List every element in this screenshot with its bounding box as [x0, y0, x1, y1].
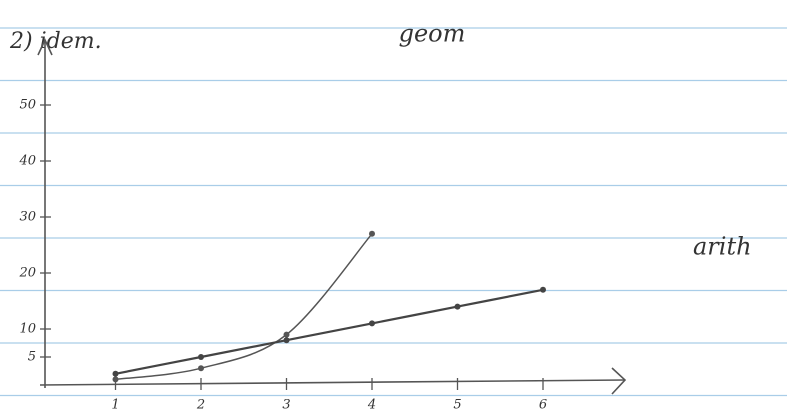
x-tick-label: 5 — [453, 398, 461, 413]
data-point — [198, 365, 204, 371]
series-label: geom — [399, 20, 466, 48]
data-point — [455, 304, 461, 310]
y-tick-label: 5 — [28, 350, 36, 365]
data-point — [113, 376, 119, 382]
series-line — [116, 234, 373, 380]
chart-title: 2) idem. — [9, 29, 102, 54]
data-point — [369, 320, 375, 326]
y-tick-label: 30 — [19, 210, 36, 225]
data-point — [284, 332, 290, 338]
data-point — [284, 337, 290, 343]
page: {"chart_data": {"type": "line", "title":… — [0, 0, 787, 417]
y-tick-label: 20 — [18, 266, 36, 281]
x-axis — [40, 380, 625, 385]
y-tick-label: 10 — [19, 322, 36, 337]
data-point — [113, 371, 119, 377]
x-tick-label: 1 — [111, 398, 119, 413]
data-point — [198, 354, 204, 360]
x-tick-label: 3 — [282, 398, 290, 413]
x-tick-label: 2 — [196, 398, 205, 413]
paper-lines — [0, 28, 787, 396]
x-tick-label: 4 — [367, 398, 376, 413]
x-tick-label: 6 — [539, 398, 547, 413]
series-line — [116, 290, 544, 374]
data-point — [540, 287, 546, 293]
chart: 2) idem. 5 10 20 30 40 50 1 2 3 4 5 6 geom arith — [0, 0, 787, 417]
series-label: arith — [693, 233, 752, 261]
y-tick-label: 40 — [18, 154, 36, 169]
x-axis-arrow — [612, 368, 625, 394]
y-tick-label: 50 — [19, 98, 36, 113]
data-point — [369, 231, 375, 237]
